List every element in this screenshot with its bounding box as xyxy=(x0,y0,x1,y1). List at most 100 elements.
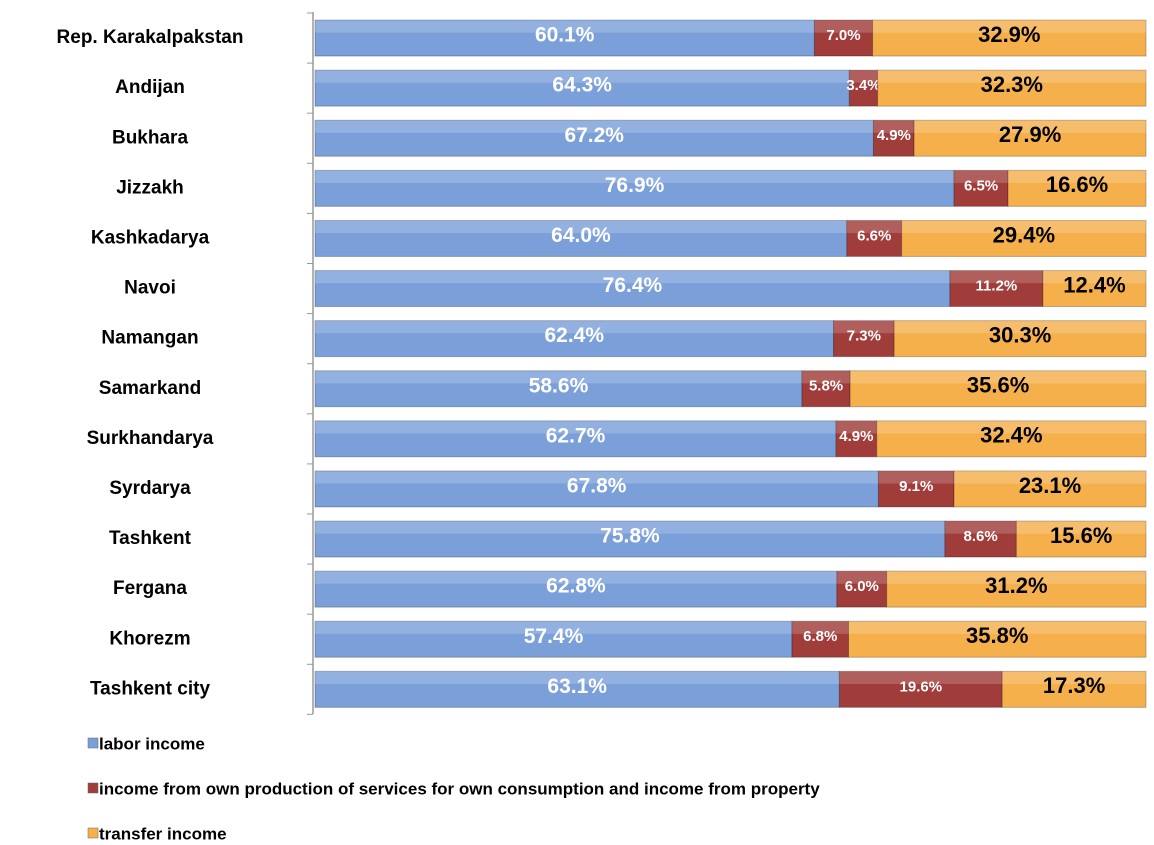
value-label: 30.3% xyxy=(989,322,1051,347)
bar-segment xyxy=(846,219,903,257)
value-label: 7.3% xyxy=(847,328,881,345)
bar-segment xyxy=(314,370,803,408)
bar-segment xyxy=(838,670,1003,708)
bar-segment xyxy=(872,19,1147,57)
bar-highlight xyxy=(872,20,1146,33)
bar-highlight xyxy=(836,420,877,434)
bar-segment xyxy=(1001,670,1147,708)
bar-segment xyxy=(886,570,1147,608)
value-label: 62.4% xyxy=(544,324,604,347)
bar-highlight xyxy=(944,521,1017,534)
value-label: 62.8% xyxy=(546,575,606,598)
value-label: 76.4% xyxy=(603,274,663,297)
bar-highlight xyxy=(315,420,837,434)
bar-highlight xyxy=(886,571,1146,584)
bar-highlight xyxy=(894,320,1146,334)
bar-segment xyxy=(893,320,1147,358)
legend-swatch xyxy=(87,737,99,749)
value-label: 3.4% xyxy=(846,77,880,94)
value-label: 35.6% xyxy=(967,373,1029,398)
category-label: Jizzakh xyxy=(116,177,184,198)
bar-highlight xyxy=(901,220,1146,234)
category-label: Andijan xyxy=(115,77,185,98)
bar-segment xyxy=(953,169,1009,207)
value-label: 19.6% xyxy=(900,678,943,695)
bar-segment xyxy=(872,119,915,157)
bar-highlight xyxy=(873,120,915,133)
value-label: 11.2% xyxy=(976,278,1018,295)
value-label: 60.1% xyxy=(535,24,595,47)
value-label: 31.2% xyxy=(985,573,1047,598)
bar-highlight xyxy=(1042,270,1146,284)
category-label: Samarkand xyxy=(99,378,201,399)
bar-segment xyxy=(901,219,1147,257)
value-label: 8.6% xyxy=(964,528,998,545)
bar-highlight xyxy=(836,571,887,584)
category-label: Syrdarya xyxy=(109,478,191,499)
bar-segment xyxy=(1015,520,1147,558)
bar-highlight xyxy=(833,320,895,334)
bar-highlight xyxy=(850,370,1146,384)
value-label: 67.2% xyxy=(564,124,624,147)
value-label: 17.3% xyxy=(1043,673,1105,698)
category-label: Bukhara xyxy=(112,127,188,148)
value-label: 6.8% xyxy=(803,628,837,645)
category-label: Rep. Karakalpakstan xyxy=(57,27,244,48)
bar-highlight xyxy=(315,521,945,534)
bar-segment xyxy=(314,69,850,107)
bar-highlight xyxy=(791,621,849,634)
value-label: 32.3% xyxy=(981,72,1043,97)
bar-highlight xyxy=(315,120,874,133)
bar-highlight xyxy=(1002,671,1146,684)
value-label: 6.0% xyxy=(845,578,879,595)
bar-segment xyxy=(1042,270,1147,308)
bar-highlight xyxy=(877,70,1146,83)
bar-highlight xyxy=(801,370,851,384)
bar-highlight xyxy=(1016,521,1146,534)
bar-segment xyxy=(813,19,874,57)
bar-segment xyxy=(314,219,848,257)
bar-highlight xyxy=(315,671,840,684)
bar-highlight xyxy=(954,170,1009,183)
bar-segment xyxy=(791,620,850,658)
bar-highlight xyxy=(814,20,873,33)
value-label: 5.8% xyxy=(809,378,843,395)
value-label: 32.9% xyxy=(978,22,1040,47)
bar-highlight xyxy=(315,20,815,33)
value-label: 4.9% xyxy=(839,428,873,445)
bar-segment xyxy=(949,270,1044,308)
bar-highlight xyxy=(954,470,1146,484)
bar-segment xyxy=(314,420,837,458)
bar-highlight xyxy=(949,270,1043,284)
bar-segment xyxy=(314,19,815,57)
value-label: 57.4% xyxy=(524,625,584,648)
value-label: 4.9% xyxy=(877,127,911,144)
bar-segment xyxy=(953,470,1147,508)
bar-highlight xyxy=(315,320,834,334)
value-label: 75.8% xyxy=(600,525,660,548)
value-label: 62.7% xyxy=(546,424,606,447)
value-label: 64.0% xyxy=(551,224,611,247)
legend-swatch xyxy=(87,827,99,839)
bar-segment xyxy=(314,570,838,608)
bar-segment xyxy=(835,420,878,458)
bar-segment xyxy=(836,570,888,608)
category-label: Khorezm xyxy=(109,628,190,649)
category-label: Namangan xyxy=(101,328,198,349)
value-label: 32.4% xyxy=(980,423,1042,448)
value-label: 67.8% xyxy=(567,474,627,497)
value-label: 6.6% xyxy=(857,227,891,244)
bar-segment xyxy=(913,119,1147,157)
value-label: 6.5% xyxy=(964,177,998,194)
bar-highlight xyxy=(914,120,1146,133)
value-label: 15.6% xyxy=(1050,523,1112,548)
value-label: 76.9% xyxy=(605,174,665,197)
bar-segment xyxy=(314,620,793,658)
value-label: 27.9% xyxy=(999,122,1061,147)
bar-segment xyxy=(314,470,879,508)
value-label: 12.4% xyxy=(1063,272,1125,297)
bar-segment xyxy=(848,620,1147,658)
bar-segment xyxy=(314,320,835,358)
bar-highlight xyxy=(315,370,802,384)
